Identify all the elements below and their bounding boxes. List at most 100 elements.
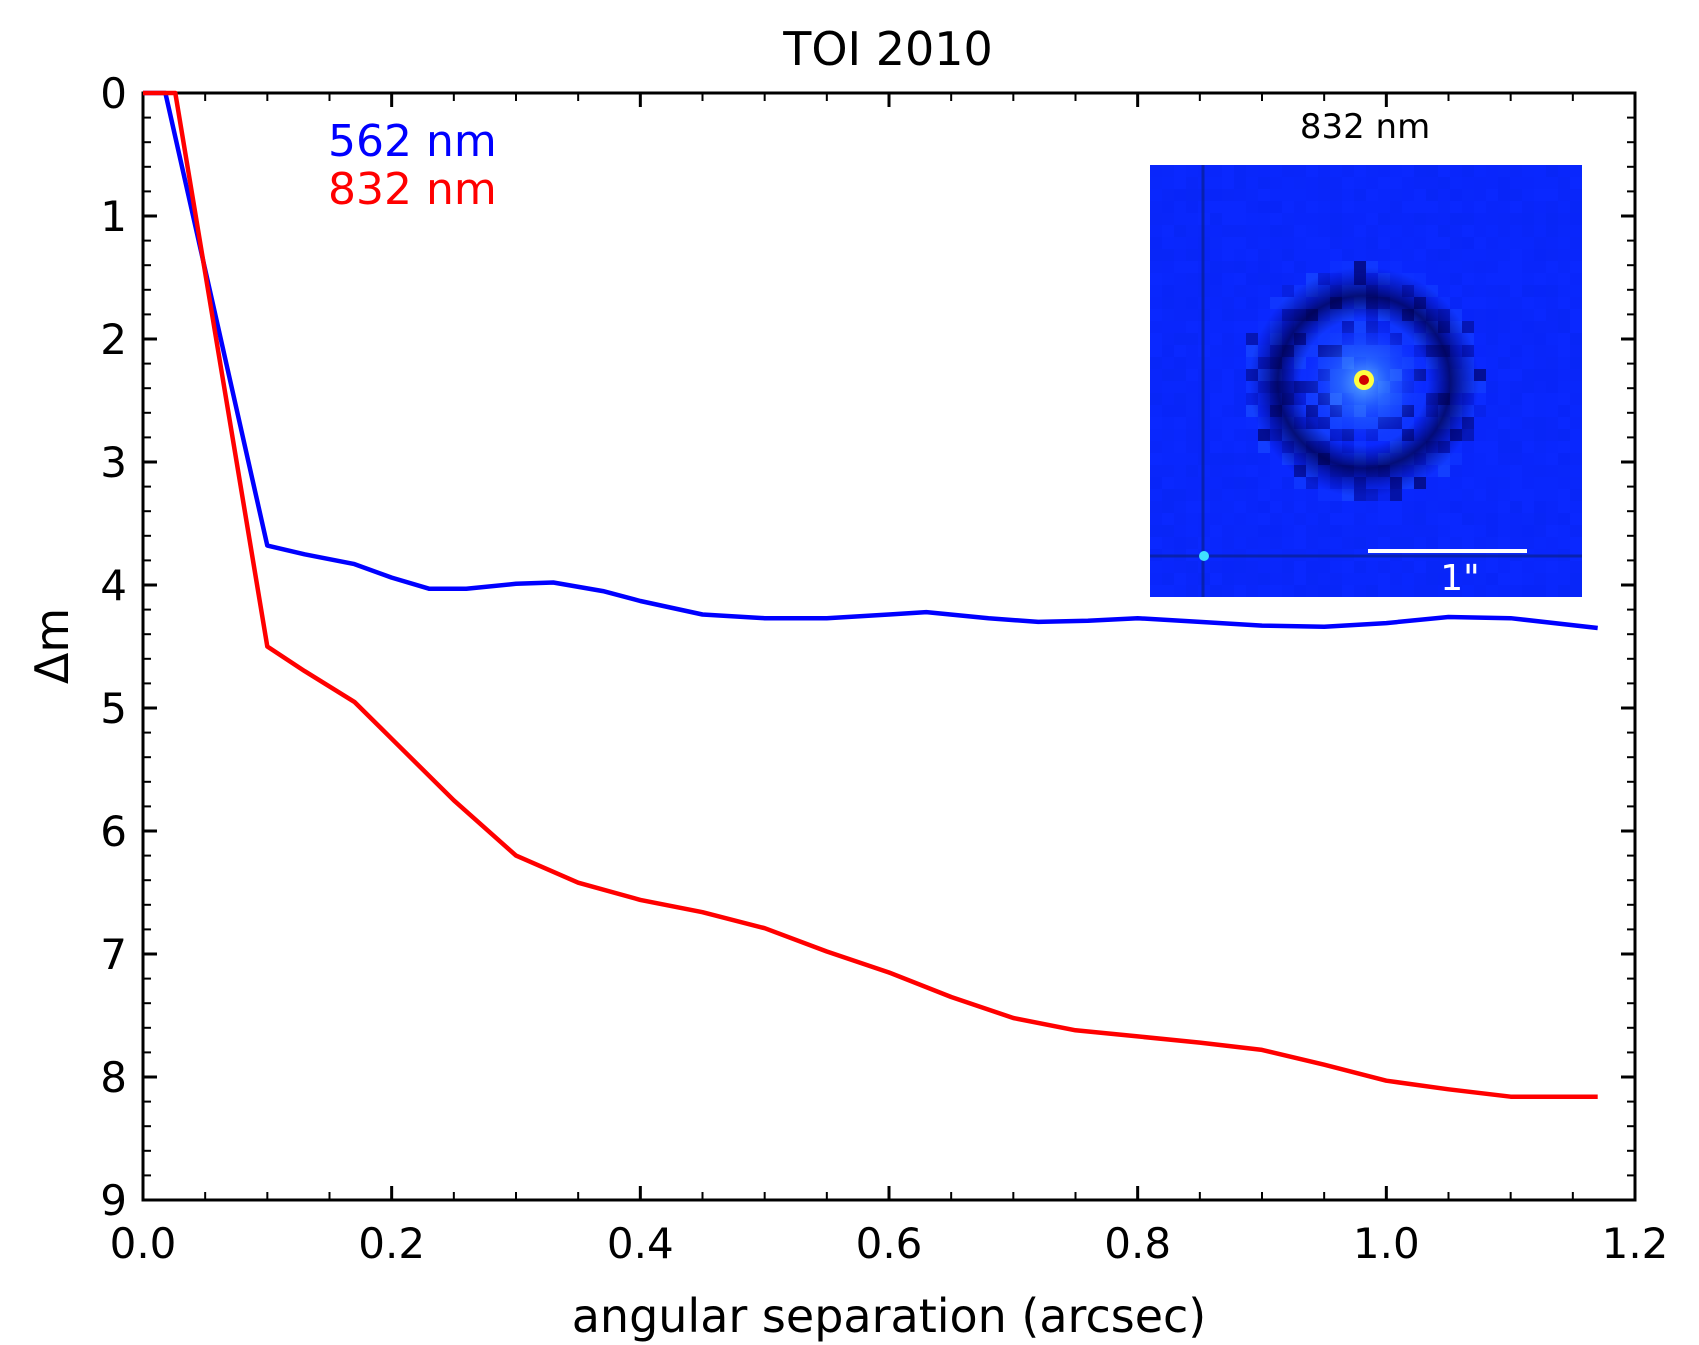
speckle-pixel xyxy=(1282,273,1294,285)
speckle-pixel xyxy=(1342,189,1354,201)
speckle-pixel xyxy=(1414,213,1426,225)
speckle-pixel xyxy=(1498,561,1510,573)
speckle-pixel xyxy=(1534,177,1546,189)
speckle-pixel xyxy=(1486,213,1498,225)
speckle-pixel xyxy=(1378,561,1390,573)
speckle-pixel xyxy=(1162,261,1174,273)
speckle-pixel xyxy=(1270,177,1282,189)
speckle-pixel xyxy=(1210,345,1222,357)
speckle-pixel xyxy=(1186,561,1198,573)
speckle-pixel xyxy=(1162,537,1174,549)
speckle-pixel xyxy=(1486,465,1498,477)
y-tick-label: 8 xyxy=(100,1053,127,1102)
speckle-pixel xyxy=(1162,201,1174,213)
speckle-pixel xyxy=(1174,225,1186,237)
speckle-pixel xyxy=(1510,165,1522,177)
speckle-pixel xyxy=(1438,465,1450,477)
speckle-pixel xyxy=(1294,585,1306,597)
x-tick-label: 1.0 xyxy=(1353,1219,1420,1268)
speckle-pixel xyxy=(1318,537,1330,549)
speckle-pixel xyxy=(1438,177,1450,189)
speckle-pixel xyxy=(1258,261,1270,273)
speckle-pixel xyxy=(1162,189,1174,201)
speckle-pixel xyxy=(1534,213,1546,225)
speckle-pixel xyxy=(1498,177,1510,189)
speckle-pixel xyxy=(1174,237,1186,249)
speckle-pixel xyxy=(1474,309,1486,321)
speckle-pixel xyxy=(1186,297,1198,309)
speckle-pixel xyxy=(1150,369,1162,381)
speckle-pixel xyxy=(1534,381,1546,393)
speckle-pixel xyxy=(1450,465,1462,477)
speckle-pixel xyxy=(1174,297,1186,309)
speckle-pixel xyxy=(1210,369,1222,381)
speckle-pixel xyxy=(1222,261,1234,273)
speckle-pixel xyxy=(1522,573,1534,585)
speckle-pixel xyxy=(1258,285,1270,297)
speckle-pixel xyxy=(1378,165,1390,177)
speckle-pixel xyxy=(1570,441,1582,453)
speckle-pixel xyxy=(1222,465,1234,477)
speckle-pixel xyxy=(1258,573,1270,585)
speckle-pixel xyxy=(1186,393,1198,405)
speckle-pixel xyxy=(1174,453,1186,465)
speckle-pixel xyxy=(1150,261,1162,273)
scale-bar-label: 1" xyxy=(1440,558,1479,599)
speckle-pixel xyxy=(1258,273,1270,285)
speckle-pixel xyxy=(1258,297,1270,309)
speckle-pixel xyxy=(1486,585,1498,597)
speckle-pixel xyxy=(1510,297,1522,309)
speckle-pixel xyxy=(1486,501,1498,513)
speckle-pixel xyxy=(1510,525,1522,537)
speckle-pixel xyxy=(1186,345,1198,357)
speckle-pixel xyxy=(1210,297,1222,309)
speckle-pixel xyxy=(1390,225,1402,237)
speckle-pixel xyxy=(1558,561,1570,573)
speckle-pixel xyxy=(1510,189,1522,201)
speckle-pixel xyxy=(1402,537,1414,549)
speckle-pixel xyxy=(1186,585,1198,597)
speckle-pixel xyxy=(1366,525,1378,537)
x-tick-label: 0.8 xyxy=(1104,1219,1171,1268)
speckle-pixel xyxy=(1330,501,1342,513)
speckle-pixel xyxy=(1486,297,1498,309)
speckle-pixel xyxy=(1162,525,1174,537)
speckle-pixel xyxy=(1438,561,1450,573)
speckle-pixel xyxy=(1210,357,1222,369)
x-tick-label: 0.0 xyxy=(110,1219,177,1268)
speckle-pixel xyxy=(1234,225,1246,237)
speckle-pixel xyxy=(1318,201,1330,213)
speckle-pixel xyxy=(1570,501,1582,513)
speckle-pixel xyxy=(1522,333,1534,345)
speckle-pixel xyxy=(1150,189,1162,201)
speckle-pixel xyxy=(1522,321,1534,333)
speckle-pixel xyxy=(1450,477,1462,489)
speckle-pixel xyxy=(1222,477,1234,489)
speckle-pixel xyxy=(1558,213,1570,225)
speckle-pixel xyxy=(1210,189,1222,201)
speckle-pixel xyxy=(1570,489,1582,501)
speckle-pixel xyxy=(1306,189,1318,201)
speckle-pixel xyxy=(1150,429,1162,441)
y-tick-label: 5 xyxy=(100,684,127,733)
speckle-pixel xyxy=(1162,237,1174,249)
speckle-pixel xyxy=(1426,273,1438,285)
speckle-pixel xyxy=(1462,573,1474,585)
speckle-pixel xyxy=(1426,249,1438,261)
speckle-pixel xyxy=(1174,501,1186,513)
speckle-pixel xyxy=(1258,453,1270,465)
speckle-pixel xyxy=(1558,201,1570,213)
speckle-pixel xyxy=(1306,513,1318,525)
speckle-pixel xyxy=(1534,405,1546,417)
speckle-pixel xyxy=(1450,537,1462,549)
speckle-pixel xyxy=(1558,369,1570,381)
speckle-pixel xyxy=(1534,393,1546,405)
speckle-pixel xyxy=(1222,273,1234,285)
speckle-pixel xyxy=(1546,201,1558,213)
speckle-pixel xyxy=(1426,561,1438,573)
speckle-pixel xyxy=(1558,477,1570,489)
speckle-pixel xyxy=(1546,249,1558,261)
speckle-pixel xyxy=(1438,201,1450,213)
speckle-pixel xyxy=(1534,297,1546,309)
psf-core xyxy=(1359,375,1369,385)
